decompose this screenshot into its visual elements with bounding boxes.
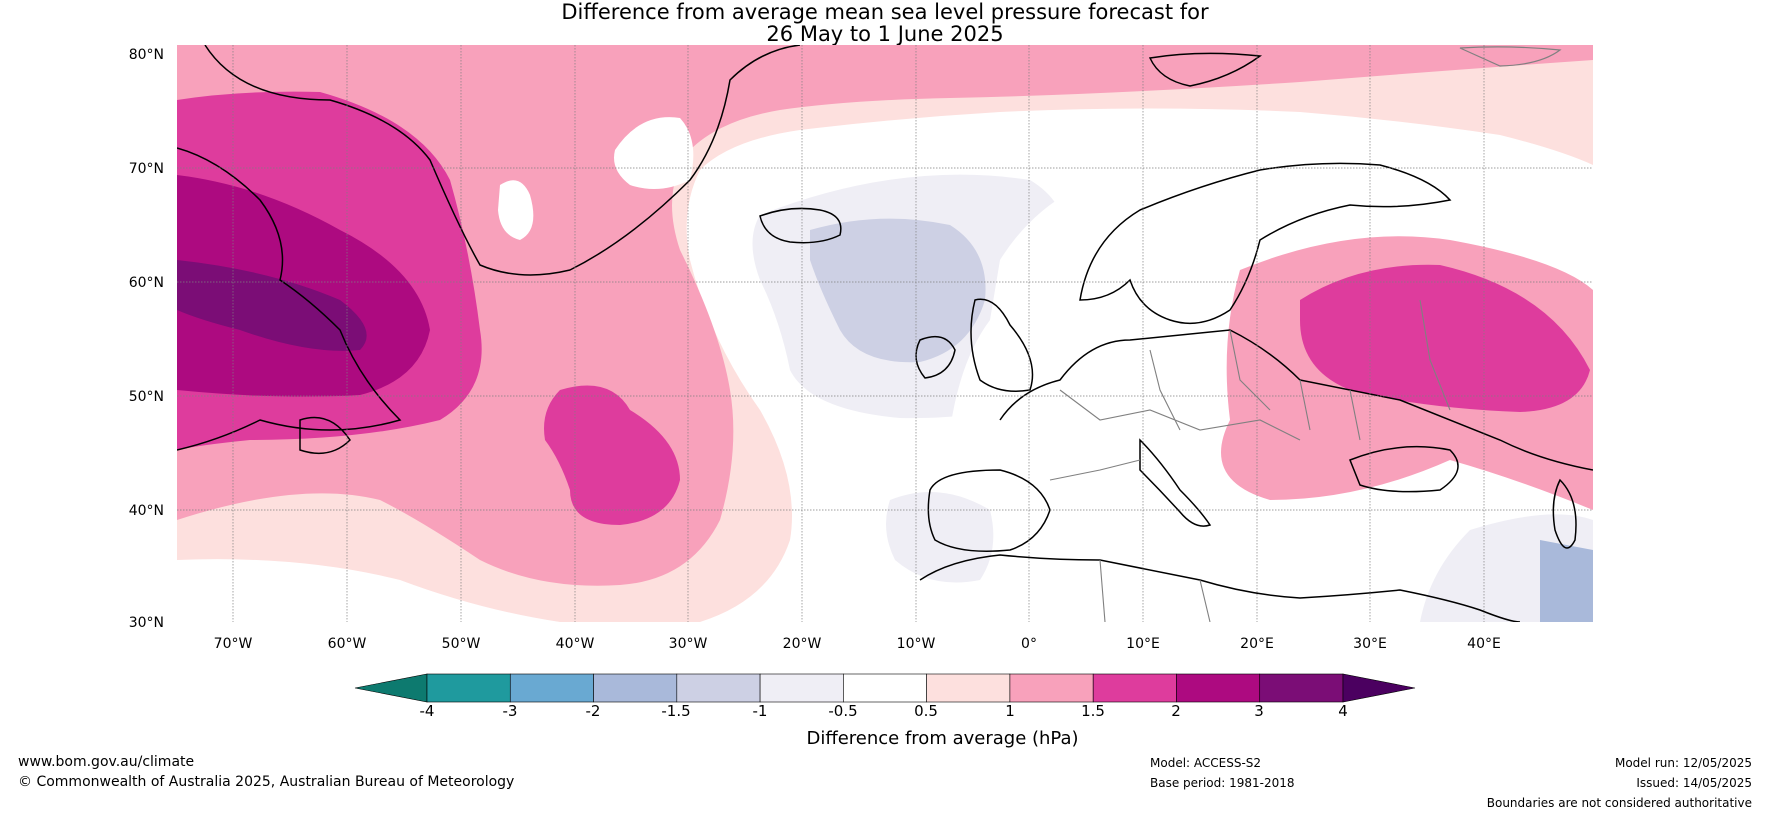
svalbard: [1148, 52, 1263, 87]
colorbar-label: 4: [1338, 702, 1348, 720]
anomaly-neutral-europe: [950, 160, 1330, 500]
model-name: Model: ACCESS-S2: [1150, 756, 1262, 770]
lon-label-10e: 10°E: [1126, 636, 1160, 652]
colorbar-segment: [926, 673, 1011, 703]
lon-label-10w: 10°W: [896, 636, 936, 652]
greenland-coastline: [204, 45, 801, 276]
anomaly-neutral-greenland-coast: [498, 180, 534, 240]
colorbar-label: -1.5: [661, 702, 691, 720]
anomaly-field: [177, 45, 1593, 622]
colorbar-label: -2: [585, 702, 601, 720]
colorbar-label: 1: [1005, 702, 1015, 720]
lat-label-80n: 80°N: [128, 47, 164, 63]
anomaly-negative-mid: [810, 218, 986, 363]
caspian-sea: [1552, 478, 1577, 549]
italy-coastline: [1139, 438, 1212, 527]
anomaly-neutral-south: [177, 559, 560, 622]
disclaimer: Boundaries are not considered authoritat…: [1486, 796, 1752, 810]
anomaly-pink-west: [177, 45, 1593, 586]
issued-date: Issued: 14/05/2025: [1636, 776, 1752, 790]
lon-label-70w: 70°W: [213, 636, 253, 652]
colorbar-segment: [843, 673, 927, 703]
lon-label-30e: 30°E: [1353, 636, 1387, 652]
anomaly-purple-west: [177, 260, 367, 351]
lon-label-20w: 20°W: [782, 636, 822, 652]
labrador-coastline: [177, 147, 402, 451]
colorbar-segments: [426, 673, 1344, 703]
colorbar-segment: [1092, 673, 1177, 703]
colorbar: [354, 673, 1416, 703]
lat-label-70n: 70°N: [128, 161, 164, 177]
colorbar-label: 0.5: [914, 702, 938, 720]
colorbar-segment: [426, 673, 511, 703]
country-borders: [1049, 299, 1451, 622]
anomaly-negative-se-mid: [1540, 540, 1593, 622]
ireland: [915, 335, 956, 379]
lon-label-50w: 50°W: [441, 636, 481, 652]
colorbar-label: 3: [1254, 702, 1264, 720]
colorbar-label: 2: [1171, 702, 1181, 720]
map-title: Difference from average mean sea level p…: [561, 0, 1209, 24]
model-run-date: Model run: 12/05/2025: [1614, 756, 1752, 770]
colorbar-segment: [593, 673, 678, 703]
newfoundland: [299, 416, 351, 455]
colorbar-segment: [676, 673, 761, 703]
franz-josef-land: [1459, 46, 1562, 67]
lat-label-60n: 60°N: [128, 275, 164, 291]
anomaly-magenta-mid-atlantic: [544, 385, 680, 525]
colorbar-segment: [1176, 673, 1261, 703]
great-britain: [970, 298, 1034, 392]
gridlines: [177, 45, 1593, 622]
lon-label-60w: 60°W: [327, 636, 367, 652]
iceland: [759, 207, 842, 244]
anomaly-dark-magenta-west: [177, 175, 430, 397]
anomaly-neutral-greenland-sea: [614, 117, 694, 189]
colorbar-segment: [759, 673, 844, 703]
colorbar-label: -3: [502, 702, 518, 720]
europe-coastline: [999, 329, 1593, 471]
lat-label-50n: 50°N: [128, 389, 164, 405]
lon-label-20e: 20°E: [1240, 636, 1274, 652]
iberia-coastline: [927, 469, 1051, 552]
lat-label-40n: 40°N: [128, 503, 164, 519]
colorbar-title: Difference from average (hPa): [806, 728, 1079, 749]
colorbar-segment: [509, 673, 594, 703]
base-period: Base period: 1981-2018: [1150, 776, 1295, 790]
colorbar-max-extension: [1342, 673, 1416, 703]
colorbar-segment: [1009, 673, 1094, 703]
colorbar-label: -4: [419, 702, 435, 720]
colorbar-label: -0.5: [828, 702, 858, 720]
copyright-text: © Commonwealth of Australia 2025, Austra…: [18, 774, 515, 790]
lon-label-0: 0°: [1021, 636, 1037, 652]
map-subtitle-date: 26 May to 1 June 2025: [766, 22, 1004, 46]
anomaly-magenta-east: [1300, 264, 1590, 412]
colorbar-label: -1: [752, 702, 768, 720]
colorbar-min-extension: [354, 673, 428, 703]
lon-label-30w: 30°W: [668, 636, 708, 652]
scandinavia-coastline: [1079, 162, 1452, 325]
colorbar-segment: [1259, 673, 1344, 703]
lat-label-30n: 30°N: [128, 615, 164, 631]
lon-label-40e: 40°E: [1467, 636, 1501, 652]
black-sea: [1349, 445, 1459, 493]
lon-label-40w: 40°W: [555, 636, 595, 652]
colorbar-label: 1.5: [1081, 702, 1105, 720]
africa-coastline: [919, 554, 1521, 622]
website-link[interactable]: www.bom.gov.au/climate: [18, 754, 195, 770]
